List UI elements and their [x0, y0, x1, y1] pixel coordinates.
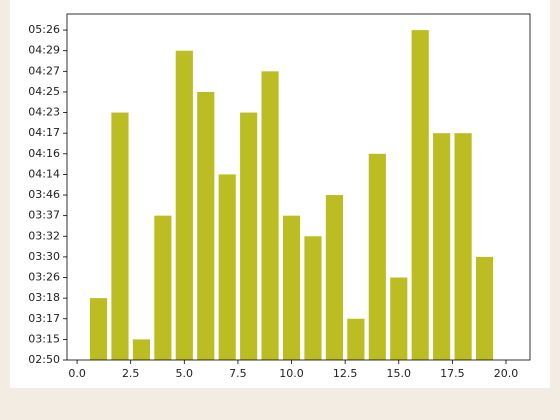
bar	[454, 133, 472, 360]
plot-frame	[66, 13, 531, 361]
bar	[132, 339, 150, 360]
bar	[411, 30, 429, 360]
x-tick-label: 12.5	[333, 367, 358, 380]
bar	[282, 215, 301, 360]
bar	[433, 133, 451, 360]
bar	[347, 318, 365, 360]
y-tick-label: 04:23	[28, 106, 60, 119]
x-tick-label: 5.0	[176, 367, 194, 380]
y-tick-label: 02:50	[28, 353, 60, 366]
y-tick-label: 03:18	[28, 291, 60, 304]
bar	[475, 256, 494, 360]
y-tick-label: 04:17	[28, 126, 60, 139]
y-tick-label: 04:16	[28, 147, 60, 160]
bar	[261, 71, 279, 361]
bar	[325, 195, 343, 360]
y-tick-label: 04:27	[28, 64, 60, 77]
y-tick-label: 03:15	[28, 332, 60, 345]
y-tick-label: 03:32	[28, 229, 60, 242]
bar	[197, 91, 215, 361]
x-tick-label: 2.5	[122, 367, 140, 380]
bar	[304, 236, 322, 360]
x-tick-label: 7.5	[229, 367, 247, 380]
x-tick-label: 0.0	[68, 367, 86, 380]
bar	[240, 112, 258, 360]
y-tick-label: 03:17	[28, 312, 60, 325]
y-tick-label: 03:30	[28, 250, 60, 263]
x-tick-label: 17.5	[440, 367, 465, 380]
y-tick-label: 03:46	[28, 188, 60, 201]
bar	[89, 298, 108, 360]
bar	[175, 50, 193, 360]
y-tick-label: 03:37	[28, 209, 60, 222]
y-tick-label: 05:26	[28, 23, 60, 36]
y-tick-label: 04:25	[28, 85, 60, 98]
x-tick-label: 10.0	[279, 367, 304, 380]
x-tick-label: 15.0	[387, 367, 412, 380]
bar	[154, 215, 172, 360]
y-tick-label: 04:14	[28, 167, 60, 180]
bar	[111, 112, 129, 360]
bar	[218, 174, 236, 360]
x-tick-label: 20.0	[494, 367, 519, 380]
y-tick-label: 03:26	[28, 271, 60, 284]
bar	[368, 153, 386, 360]
bar	[390, 277, 408, 360]
y-tick-label: 04:29	[28, 44, 60, 57]
